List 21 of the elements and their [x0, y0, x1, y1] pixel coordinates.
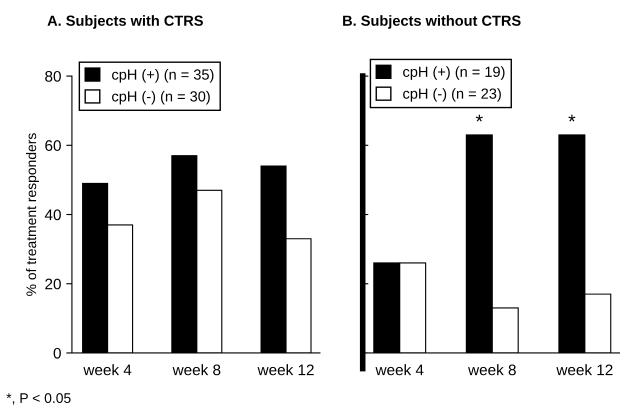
x-tick-label: week 8 [468, 364, 516, 376]
x-tick-label: week 4 [83, 364, 132, 376]
legend-label: cpH (+) (n = 19) [403, 66, 505, 80]
chart-title: A. Subjects with CTRS [47, 15, 203, 29]
x-tick-label: week 12 [556, 364, 613, 376]
y-tick-label: 40 [44, 209, 61, 220]
legend-label: cpH (-) (n = 30) [112, 90, 210, 104]
x-tick-label: week 4 [376, 364, 424, 376]
y-tick-label: 60 [45, 140, 61, 151]
annotation: * [476, 114, 483, 122]
y-tick-label: 80 [45, 70, 61, 82]
y-tick-label: 20 [45, 278, 61, 290]
x-tick-label: week 12 [258, 364, 314, 376]
legend-label: cpH (-) (n = 23) [403, 88, 501, 102]
y-axis-title: % of treatment responders [26, 133, 39, 296]
y-tick-label: 0 [54, 348, 61, 359]
annotation: * [568, 114, 576, 122]
legend-label: cpH (+) (n = 35) [112, 69, 214, 83]
text: *, P < 0.05 [6, 393, 71, 405]
chart-title: B. Subjects without CTRS [343, 15, 521, 29]
x-tick-label: week 8 [172, 364, 220, 376]
